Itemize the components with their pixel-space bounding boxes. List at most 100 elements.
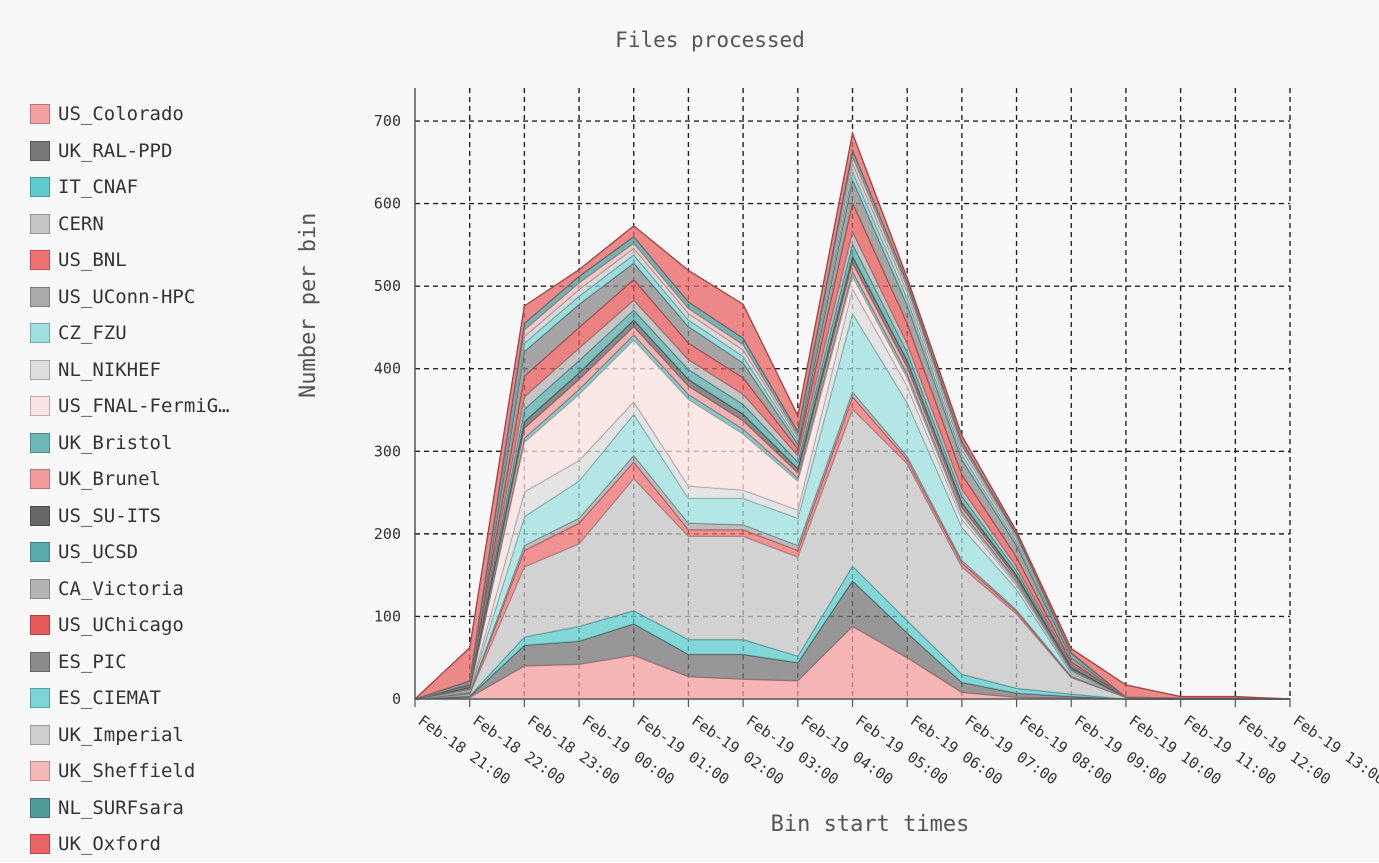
legend-label: US_FNAL-FermiG…	[58, 395, 230, 418]
x-tick-label: Feb-19 03:00	[743, 712, 842, 789]
x-tick-label: Feb-19 10:00	[1126, 712, 1225, 789]
x-tick-label: Feb-19 09:00	[1071, 712, 1170, 789]
legend-swatch	[30, 213, 50, 234]
legend-swatch	[30, 177, 50, 198]
legend-swatch	[30, 359, 50, 380]
legend-item[interactable]: UK_Brunel	[30, 461, 230, 498]
legend-swatch	[30, 323, 50, 344]
y-tick-label: 0	[392, 690, 401, 708]
legend-swatch	[30, 578, 50, 599]
chart-title: Files processed	[615, 28, 805, 52]
y-tick-label: 600	[374, 195, 401, 213]
legend-label: ES_CIEMAT	[58, 687, 161, 710]
x-tick-label: Feb-19 07:00	[962, 712, 1061, 789]
x-tick-label: Feb-19 06:00	[907, 712, 1006, 789]
x-tick-label: Feb-19 02:00	[688, 712, 787, 789]
x-tick-label: Feb-19 01:00	[633, 712, 732, 789]
legend-label: CZ_FZU	[58, 322, 127, 345]
line-NL_SURFsara	[414, 147, 1291, 700]
legend-item[interactable]: US_UChicago	[30, 607, 230, 644]
legend-item[interactable]: NL_NIKHEF	[30, 352, 230, 389]
y-tick-label: 700	[374, 112, 401, 130]
legend-swatch	[30, 505, 50, 526]
x-tick-label: Feb-19 05:00	[852, 712, 951, 789]
legend-swatch	[30, 724, 50, 745]
chart-legend: US_Colorado UK_RAL-PPD IT_CNAF CERN US_BNL US…	[30, 96, 230, 863]
legend-item[interactable]: CZ_FZU	[30, 315, 230, 352]
y-tick-label: 100	[374, 607, 401, 625]
area-IT_CNAF	[415, 566, 1290, 699]
y-tick-label: 500	[374, 277, 401, 295]
legend-swatch	[30, 688, 50, 709]
legend-label: UK_Imperial	[58, 723, 184, 746]
legend-swatch	[30, 140, 50, 161]
legend-item[interactable]: ES_PIC	[30, 644, 230, 681]
area-US_FNAL-FermiG…	[415, 276, 1290, 699]
legend-item[interactable]: US_UConn-HPC	[30, 279, 230, 316]
legend-item[interactable]: UK_Oxford	[30, 826, 230, 863]
legend-label: ES_PIC	[58, 650, 127, 673]
legend-item[interactable]: UK_Imperial	[30, 717, 230, 754]
area-UK_RAL-PPD	[415, 580, 1290, 699]
legend-item[interactable]: US_BNL	[30, 242, 230, 279]
legend-label: UK_Sheffield	[58, 760, 196, 783]
area-US_BNL	[415, 396, 1290, 699]
area-US_Colorado	[415, 626, 1290, 699]
legend-item[interactable]: UK_RAL-PPD	[30, 133, 230, 170]
legend-swatch	[30, 469, 50, 490]
x-tick-label: Feb-19 11:00	[1180, 712, 1279, 789]
legend-label: IT_CNAF	[58, 176, 139, 199]
x-tick-label: Feb-19 13:00	[1290, 712, 1379, 789]
x-tick-label: Feb-18 21:00	[415, 712, 514, 789]
x-tick-label: Feb-19 00:00	[579, 712, 678, 789]
legend-item[interactable]: UK_Sheffield	[30, 753, 230, 790]
legend-label: UK_Brunel	[58, 468, 161, 491]
legend-item[interactable]: IT_CNAF	[30, 169, 230, 206]
legend-item[interactable]: UK_Bristol	[30, 425, 230, 462]
legend-label: CA_Victoria	[58, 577, 184, 600]
x-tick-label: Feb-19 08:00	[1016, 712, 1115, 789]
legend-swatch	[30, 651, 50, 672]
legend-item[interactable]: US_UCSD	[30, 534, 230, 571]
legend-label: US_UChicago	[58, 614, 184, 637]
legend-item[interactable]: US_FNAL-FermiG…	[30, 388, 230, 425]
y-tick-label: 400	[374, 360, 401, 378]
legend-label: NL_NIKHEF	[58, 358, 161, 381]
y-tick-label: 200	[374, 525, 401, 543]
legend-label: US_BNL	[58, 249, 127, 272]
legend-label: NL_SURFsara	[58, 796, 184, 819]
legend-label: US_UConn-HPC	[58, 285, 196, 308]
legend-item[interactable]: US_SU-ITS	[30, 498, 230, 535]
legend-label: US_SU-ITS	[58, 504, 161, 527]
legend-item[interactable]: ES_CIEMAT	[30, 680, 230, 717]
legend-swatch	[30, 615, 50, 636]
legend-swatch	[30, 761, 50, 782]
legend-swatch	[30, 432, 50, 453]
legend-swatch	[30, 797, 50, 818]
legend-swatch	[30, 834, 50, 855]
legend-item[interactable]: NL_SURFsara	[30, 790, 230, 827]
legend-swatch	[30, 396, 50, 417]
legend-swatch	[30, 250, 50, 271]
x-tick-label: Feb-19 12:00	[1235, 712, 1334, 789]
legend-swatch	[30, 286, 50, 307]
area-CERN	[415, 409, 1290, 699]
legend-item[interactable]: US_Colorado	[30, 96, 230, 133]
y-tick-label: 300	[374, 442, 401, 460]
area-CZ_FZU	[415, 313, 1290, 699]
x-tick-label: Feb-18 23:00	[524, 712, 623, 789]
line-UK_Oxford	[414, 130, 1291, 700]
legend-item[interactable]: CERN	[30, 206, 230, 243]
x-tick-label: Feb-18 22:00	[469, 712, 568, 789]
legend-label: UK_Bristol	[58, 431, 173, 454]
legend-label: UK_Oxford	[58, 833, 161, 856]
x-tick-label: Feb-19 04:00	[798, 712, 897, 789]
legend-item[interactable]: CA_Victoria	[30, 571, 230, 608]
legend-label: US_UCSD	[58, 541, 139, 564]
x-axis-label: Bin start times	[770, 812, 970, 837]
legend-swatch	[30, 104, 50, 125]
legend-label: CERN	[58, 212, 104, 235]
legend-swatch	[30, 542, 50, 563]
legend-label: UK_RAL-PPD	[58, 139, 173, 162]
